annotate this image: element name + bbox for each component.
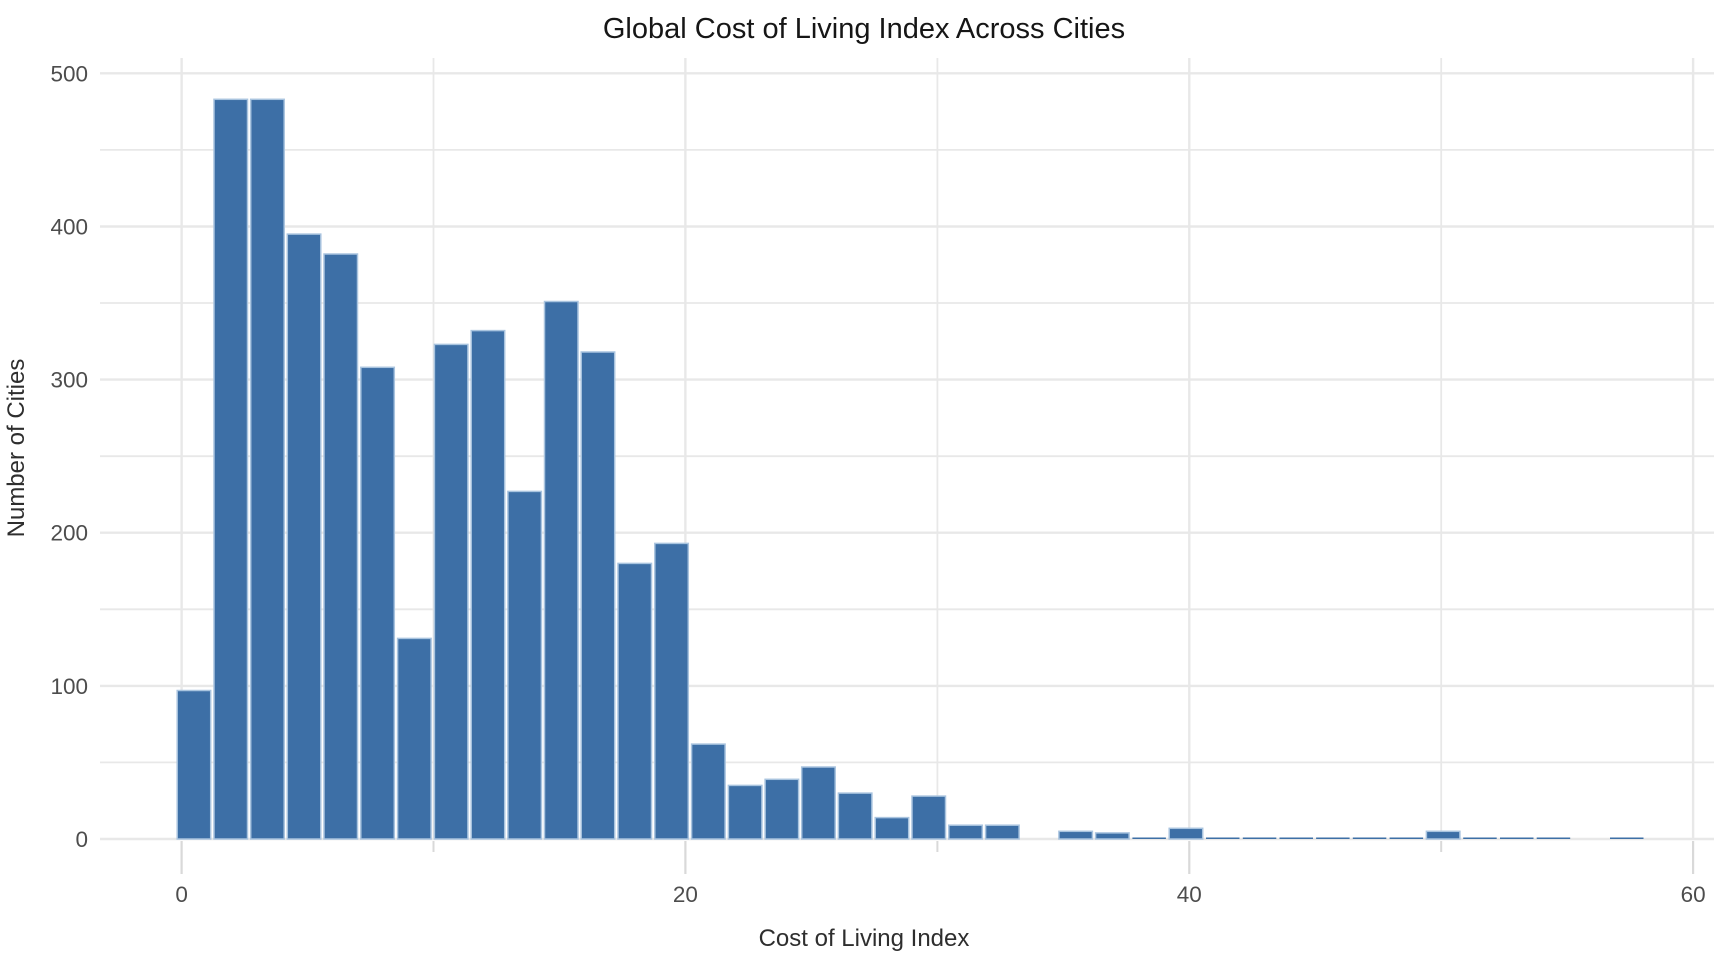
y-axis-label: Number of Cities: [3, 359, 30, 538]
histogram-bar: [800, 766, 836, 840]
histogram-bar: [1463, 837, 1497, 839]
histogram-bar: [764, 778, 800, 840]
histogram-bar: [727, 784, 763, 840]
y-axis-tick-labels: 0 100 200 300 400 500: [50, 61, 88, 852]
y-tick-label: 500: [50, 61, 88, 86]
histogram-bar: [249, 98, 285, 840]
histogram-bar: [396, 637, 432, 840]
histogram-bar: [1279, 837, 1313, 839]
histogram-bar: [286, 233, 322, 840]
histogram-bars-group: [176, 98, 1644, 840]
histogram-bar: [1242, 837, 1277, 839]
histogram-bar: [690, 743, 726, 840]
histogram-bar: [323, 253, 359, 840]
histogram-bar: [543, 300, 579, 840]
x-tick-label: 0: [175, 882, 188, 907]
x-tick-label: 60: [1681, 882, 1706, 907]
histogram-bar: [911, 795, 947, 840]
histogram-bar: [1389, 837, 1424, 839]
x-axis-label: Cost of Living Index: [759, 925, 970, 952]
histogram-bar: [1058, 830, 1094, 840]
histogram-bar: [507, 490, 543, 840]
chart-title: Global Cost of Living Index Across Citie…: [603, 13, 1125, 45]
x-axis-tick-marks: [180, 841, 1695, 874]
histogram-bar: [1316, 837, 1350, 839]
histogram-bar: [1425, 830, 1461, 840]
histogram-bar: [580, 351, 616, 840]
histogram-bar: [984, 824, 1020, 840]
histogram-bar: [874, 816, 910, 840]
histogram-bar: [654, 542, 690, 840]
y-tick-label: 0: [75, 827, 88, 852]
histogram-bar: [1094, 832, 1130, 840]
histogram-bar: [176, 689, 212, 840]
x-tick-label: 40: [1177, 882, 1202, 907]
histogram-bar: [1610, 837, 1644, 839]
y-tick-label: 300: [50, 368, 88, 393]
histogram-bar: [470, 329, 506, 840]
histogram-bar: [1500, 837, 1534, 839]
histogram-bar: [837, 792, 873, 840]
histogram-bar: [1536, 837, 1571, 839]
histogram-bar: [433, 343, 469, 840]
histogram-bar: [1168, 827, 1204, 840]
histogram-bar: [1206, 837, 1240, 839]
histogram-bar: [360, 366, 396, 840]
x-axis-tick-labels: 0 20 40 60: [175, 882, 1705, 907]
y-tick-label: 400: [50, 215, 88, 240]
histogram-bar: [1132, 837, 1166, 839]
histogram-bar: [213, 98, 249, 840]
histogram-bar: [948, 824, 984, 840]
histogram-bar: [1352, 837, 1387, 839]
y-tick-label: 100: [50, 674, 88, 699]
y-tick-label: 200: [50, 521, 88, 546]
x-tick-label: 20: [673, 882, 698, 907]
histogram-bar: [617, 562, 653, 840]
